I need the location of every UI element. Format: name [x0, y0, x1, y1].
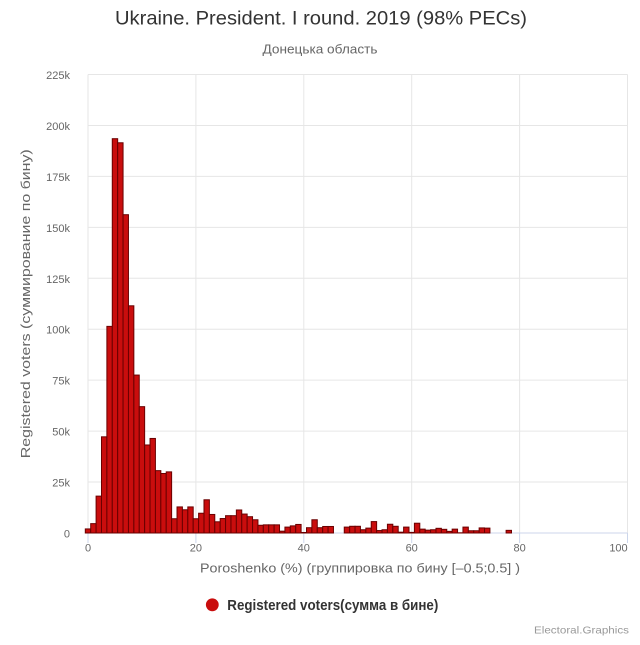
svg-text:75k: 75k	[52, 376, 70, 388]
svg-text:100k: 100k	[46, 325, 70, 337]
svg-text:20: 20	[190, 543, 202, 555]
svg-text:40: 40	[298, 543, 310, 555]
svg-text:175k: 175k	[46, 172, 70, 184]
svg-text:100: 100	[609, 543, 627, 555]
svg-text:225k: 225k	[46, 70, 70, 82]
svg-text:125k: 125k	[46, 274, 70, 286]
svg-text:150k: 150k	[46, 223, 70, 235]
svg-text:60: 60	[406, 543, 418, 555]
svg-text:0: 0	[85, 543, 91, 555]
svg-text:0: 0	[64, 529, 70, 541]
svg-text:Донецька область: Донецька область	[263, 42, 378, 57]
svg-text:200k: 200k	[46, 121, 70, 133]
svg-text:Poroshenko (%) (группировка по: Poroshenko (%) (группировка по бину [–0.…	[200, 562, 520, 576]
svg-text:25k: 25k	[52, 478, 70, 490]
svg-text:80: 80	[513, 543, 525, 555]
svg-text:Registered voters (суммировани: Registered voters (суммирование по бину)	[18, 149, 33, 458]
svg-text:50k: 50k	[52, 427, 70, 439]
svg-text:Registered voters(сумма в бине: Registered voters(сумма в бине)	[227, 597, 438, 614]
svg-text:Electoral.Graphics: Electoral.Graphics	[534, 625, 629, 637]
svg-text:Ukraine. President. I round. 2: Ukraine. President. I round. 2019 (98% P…	[115, 9, 527, 30]
